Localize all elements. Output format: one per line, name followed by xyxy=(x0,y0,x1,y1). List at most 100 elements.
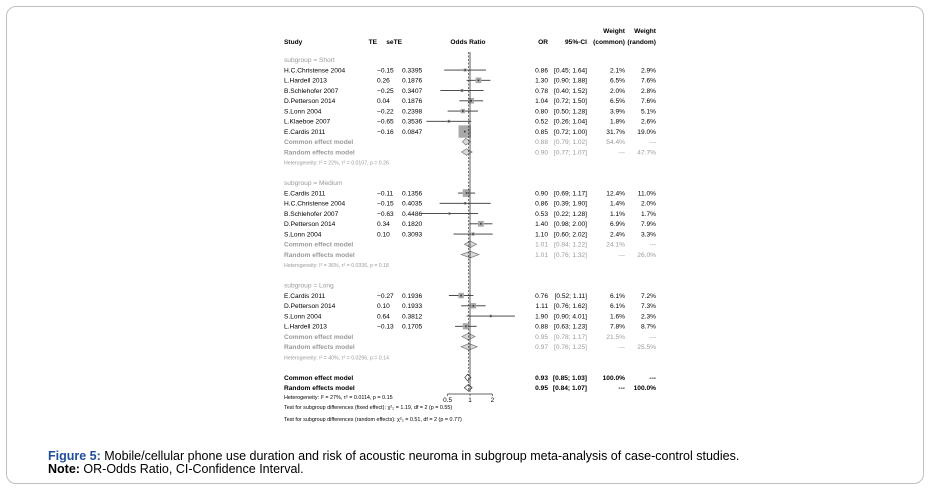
or-value: 1.40 xyxy=(535,221,548,228)
weight-random: 19.0% xyxy=(637,129,656,136)
ci-value: [0.76; 1.32] xyxy=(554,252,587,259)
weight-common: 6.1% xyxy=(610,293,625,300)
point-estimate xyxy=(489,315,492,317)
ci-value: [0.90; 4.01] xyxy=(554,313,587,320)
study-sete: 0.1936 xyxy=(402,293,423,300)
study-sete: 0.3812 xyxy=(402,313,423,320)
or-value: 0.86 xyxy=(535,201,548,208)
model-label: Random effects model xyxy=(284,344,355,351)
study-name: S.Lonn 2004 xyxy=(284,108,322,115)
ci-value: [0.76; 1.25] xyxy=(554,344,587,351)
figure-text: Mobile/cellular phone use duration and r… xyxy=(100,449,740,463)
figure-label: Figure 5: xyxy=(48,449,101,463)
study-te: 0.26 xyxy=(377,78,390,85)
point-estimate xyxy=(460,294,462,297)
study-name: S.Lonn 2004 xyxy=(284,231,322,238)
subgroup-label: subgroup = Short xyxy=(284,57,335,64)
study-name: L.Hardell 2013 xyxy=(284,324,327,331)
study-te: −0.65 xyxy=(377,119,394,126)
model-label: Random effects model xyxy=(284,385,355,392)
weight-common: 100.0% xyxy=(603,375,626,382)
study-te: −0.15 xyxy=(377,67,394,74)
weight-random: 2.6% xyxy=(641,119,656,126)
header-odds-ratio: Odds Ratio xyxy=(450,39,485,46)
study-sete: 0.1876 xyxy=(402,78,423,85)
weight-random: 2.9% xyxy=(641,67,656,74)
point-estimate xyxy=(480,223,482,225)
study-sete: 0.2398 xyxy=(402,108,423,115)
forest-plot: Study TE seTE Odds Ratio OR 95%-CI Weight (comm… xyxy=(284,28,657,423)
point-estimate xyxy=(463,130,466,133)
study-sete: 0.1705 xyxy=(402,324,423,331)
weight-random: 2.0% xyxy=(641,201,656,208)
weight-random: 1.7% xyxy=(641,211,656,218)
header-te: TE xyxy=(369,39,378,46)
ci-value: [0.50; 1.28] xyxy=(554,108,587,115)
weight-common: 24.1% xyxy=(606,242,625,249)
study-sete: 0.3536 xyxy=(402,119,423,126)
or-value: 0.88 xyxy=(535,139,548,146)
header-weight-random-1: Weight xyxy=(634,28,657,35)
header-weight-common-2: (common) xyxy=(593,39,625,46)
figure-caption: Figure 5: Mobile/cellular phone use dura… xyxy=(48,450,739,476)
header-sete: seTE xyxy=(386,39,402,46)
or-value: 0.85 xyxy=(535,129,548,136)
study-name: E.Cardis 2011 xyxy=(284,190,326,197)
study-sete: 0.3093 xyxy=(402,231,423,238)
ci-value: [0.76; 1.62] xyxy=(554,303,587,310)
or-value: 0.95 xyxy=(535,334,548,341)
study-te: −0.63 xyxy=(377,211,394,218)
weight-random: --- xyxy=(649,375,656,382)
ci-value: [0.63; 1.23] xyxy=(554,324,587,331)
or-value: 0.97 xyxy=(535,344,548,351)
or-value: 1.10 xyxy=(535,231,548,238)
study-te: 0.64 xyxy=(377,313,390,320)
study-name: H.C.Christense 2004 xyxy=(284,67,346,74)
weight-random: 7.3% xyxy=(641,303,656,310)
study-sete: 0.1356 xyxy=(402,190,423,197)
weight-random: --- xyxy=(649,139,656,146)
weight-common: --- xyxy=(618,344,625,351)
ci-value: [0.72; 1.00] xyxy=(554,129,587,136)
or-value: 0.86 xyxy=(535,67,548,74)
weight-random: --- xyxy=(649,334,656,341)
ci-value: [0.52; 1.11] xyxy=(554,293,587,300)
model-label: Common effect model xyxy=(284,242,353,249)
point-estimate xyxy=(465,192,468,194)
weight-random: 11.0% xyxy=(638,190,656,197)
weight-common: 6.5% xyxy=(610,98,625,105)
x-tick-label: 0.5 xyxy=(443,397,452,404)
header-weight-common-1: Weight xyxy=(603,28,626,35)
study-name: B.Schlehofer 2007 xyxy=(284,211,339,218)
subgroup-diamond xyxy=(461,138,472,146)
study-sete: 0.1820 xyxy=(402,221,423,228)
study-te: 0.10 xyxy=(377,231,390,238)
study-sete: 0.0847 xyxy=(402,129,423,136)
or-value: 1.90 xyxy=(535,313,548,320)
or-value: 0.95 xyxy=(535,385,548,392)
study-name: H.C.Christense 2004 xyxy=(284,201,346,208)
point-estimate xyxy=(470,100,473,102)
point-estimate xyxy=(461,110,464,112)
weight-random: 26.0% xyxy=(637,252,656,259)
subgroup-label: subgroup = Long xyxy=(284,283,334,290)
x-tick-label: 2 xyxy=(491,397,495,404)
subgroup-label: subgroup = Medium xyxy=(284,180,343,187)
study-name: S.Lonn 2004 xyxy=(284,313,322,320)
or-value: 0.78 xyxy=(535,88,548,95)
weight-common: 7.8% xyxy=(610,324,625,331)
header-ci: 95%-CI xyxy=(565,39,587,46)
point-estimate xyxy=(464,202,466,205)
model-label: Common effect model xyxy=(284,139,353,146)
model-label: Common effect model xyxy=(284,375,353,382)
or-value: 0.90 xyxy=(535,149,548,156)
ci-value: [0.85; 1.03] xyxy=(553,375,587,382)
ci-value: [0.45; 1.64] xyxy=(554,67,587,74)
figure-caption-line: Figure 5: Mobile/cellular phone use dura… xyxy=(48,450,739,463)
point-estimate xyxy=(464,69,466,71)
weight-random: 2.8% xyxy=(641,88,656,95)
point-estimate xyxy=(465,325,467,328)
study-name: D.Petterson 2014 xyxy=(284,98,336,105)
model-label: Random effects model xyxy=(284,149,355,156)
study-sete: 0.3395 xyxy=(402,67,423,74)
